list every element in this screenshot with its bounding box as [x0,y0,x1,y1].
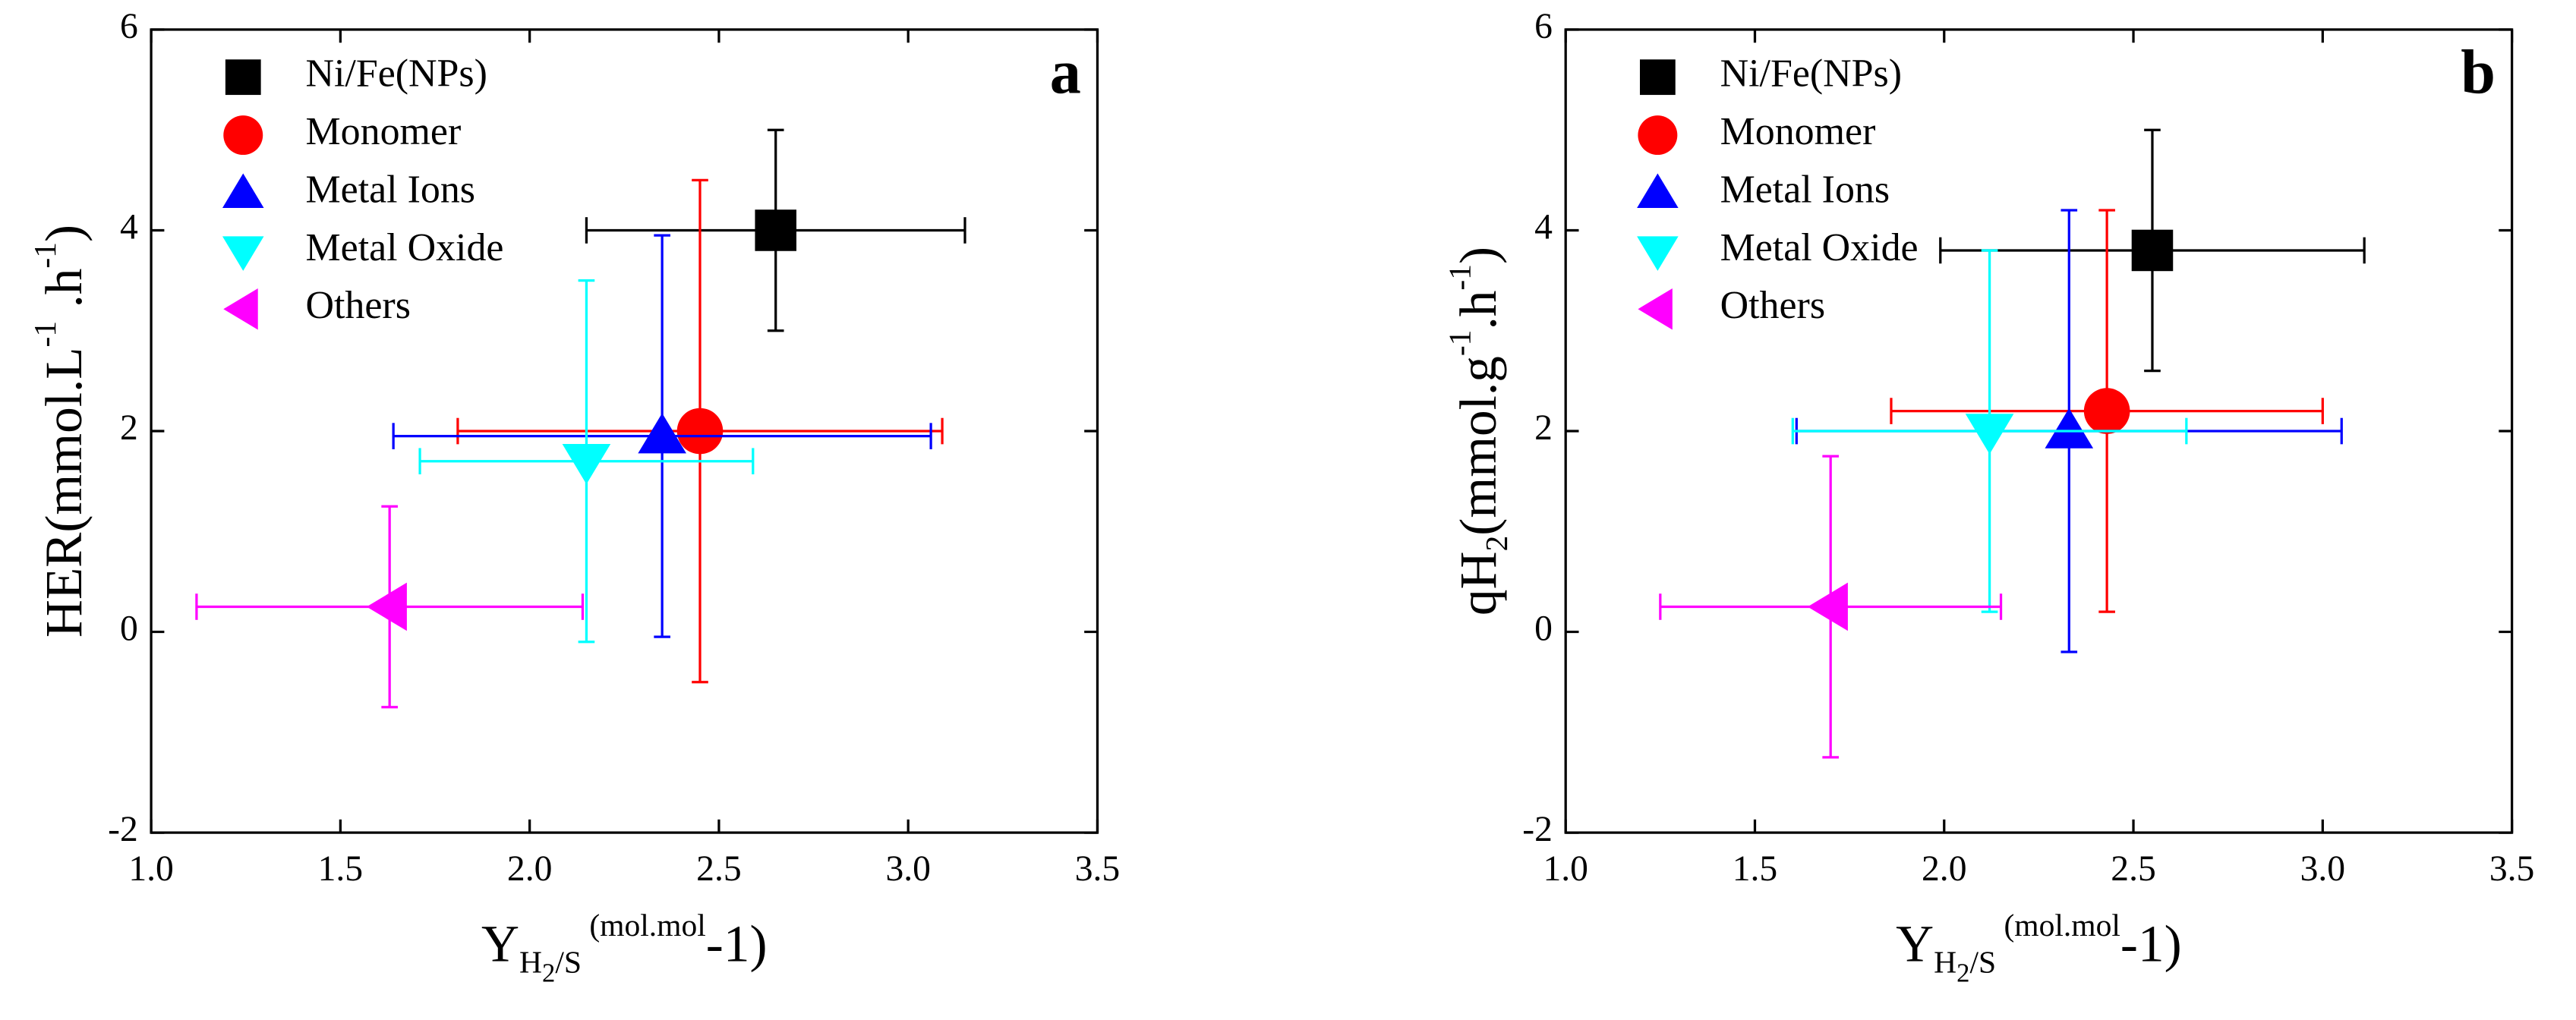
label-part: -1 [27,242,62,269]
x-axis-label: YH2/S (mol.mol-1) [1896,908,2182,988]
label-part: (mol.mol [582,908,706,943]
legend-marker [223,115,263,156]
legend-label: Others [305,284,410,327]
y-tick-label: 6 [1534,7,1553,46]
marker [562,443,611,484]
marker [755,209,796,251]
marker [2045,408,2094,449]
legend-label: Metal Oxide [1720,226,1919,269]
x-tick-label: 3.0 [2300,849,2346,889]
legend-label: Others [1720,284,1825,327]
legend-label: Monomer [1720,110,1876,153]
legend-marker [1638,115,1678,156]
label-part: .h [34,269,93,321]
y-axis-label: HER(mmol.L-1 .h-1) [27,225,93,638]
y-tick-label: 0 [120,609,138,648]
label-part: -1 [2120,915,2165,973]
label-part: 2 [1956,959,1969,987]
label-part: Y [481,915,519,973]
x-tick-label: 1.5 [1733,849,1777,889]
legend-label: Metal Ions [1720,168,1890,211]
label-part: .h [1449,291,1507,330]
legend-marker [223,288,258,330]
y-tick-label: -2 [1522,810,1553,849]
x-tick-label: 2.5 [696,849,741,889]
label-part: H [519,944,542,979]
marker [638,413,686,454]
y-tick-label: 4 [1534,207,1553,247]
marker [2131,229,2174,272]
legend-label: Metal Oxide [305,226,503,269]
legend-marker [1637,236,1679,271]
legend-label: Ni/Fe(NPs) [1720,52,1902,96]
y-tick-label: 2 [1534,408,1553,448]
x-tick-label: 1.0 [1543,849,1588,889]
panel-label: b [2461,38,2496,107]
legend-marker [1637,173,1679,208]
label-part: (mol.mol [1996,908,2120,943]
marker [676,408,724,455]
x-tick-label: 2.0 [1922,849,1966,889]
y-tick-label: 4 [120,207,138,247]
legend-marker [225,59,261,96]
marker [2083,388,2130,434]
panel-label: a [1050,38,1081,107]
x-tick-label: 1.0 [128,849,174,889]
label-part: /S [555,944,582,979]
label-part: 2 [1478,536,1513,552]
marker [1965,414,2014,455]
y-tick-label: 2 [120,408,138,448]
label-part: qH [1449,551,1507,615]
label-part: ) [1449,247,1507,264]
legend-marker [1640,59,1676,96]
label-part: H [1934,944,1956,979]
legend-label: Monomer [305,110,461,153]
legend-marker [1638,288,1673,330]
x-tick-label: 3.0 [885,849,931,889]
marker [366,582,407,631]
x-tick-label: 2.0 [507,849,553,889]
x-axis-label: YH2/S (mol.mol-1) [481,908,768,988]
label-part: 2 [542,959,555,987]
label-part: -1 [706,915,750,973]
label-part: ) [749,915,767,973]
label-part: -1 [1442,330,1477,357]
legend-marker [222,236,264,271]
y-tick-label: 0 [1534,609,1553,648]
legend-label: Ni/Fe(NPs) [305,52,487,96]
x-tick-label: 3.5 [1075,849,1121,889]
y-tick-label: -2 [108,810,138,849]
legend-label: Metal Ions [305,168,475,211]
y-axis-label: qH2(mmol.g-1.h-1) [1442,247,1513,615]
label-part: HER(mmol.L [34,347,93,638]
label-part: ) [2165,915,2182,973]
marker [1807,582,1848,631]
label-part: /S [1969,944,1996,979]
label-part: ) [34,225,93,242]
label-part: -1 [1442,264,1477,291]
legend-marker [222,173,264,208]
label-part: (mmol.g [1449,356,1507,536]
y-tick-label: 6 [120,7,138,46]
label-part: -1 [27,321,62,348]
x-tick-label: 2.5 [2111,849,2156,889]
x-tick-label: 3.5 [2489,849,2535,889]
x-tick-label: 1.5 [318,849,364,889]
label-part: Y [1896,915,1934,973]
